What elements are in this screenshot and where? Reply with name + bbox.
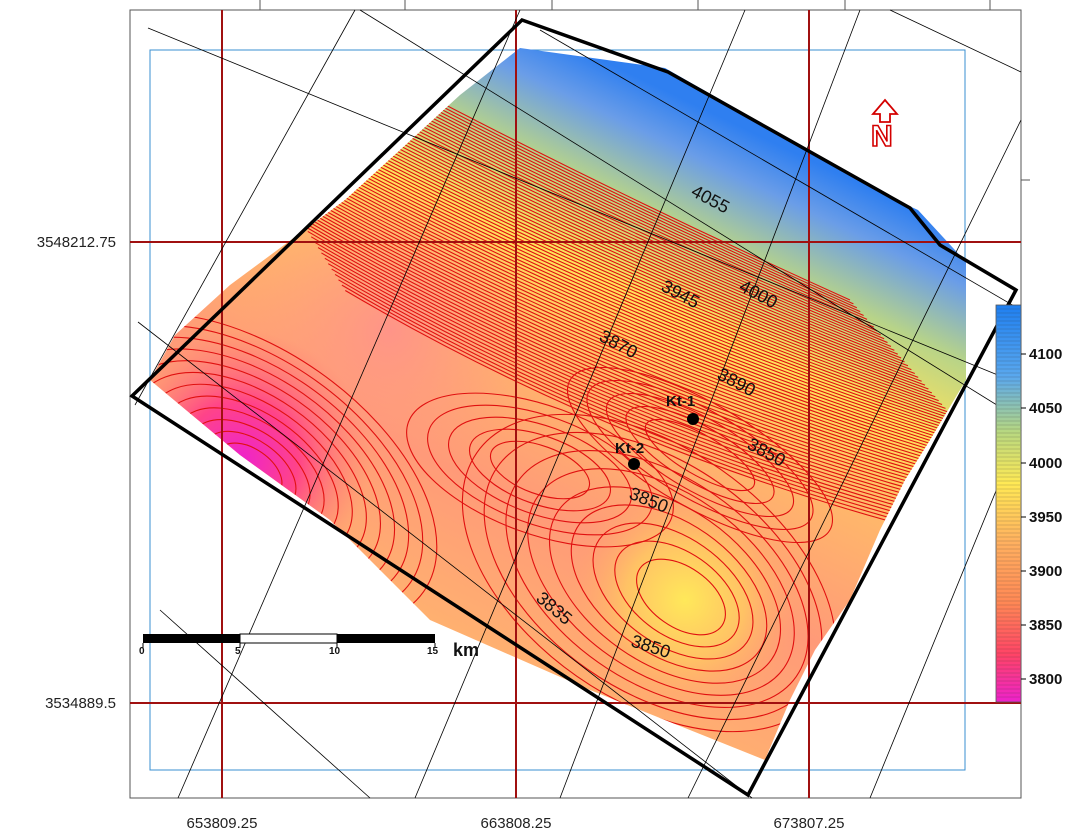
contour-line [259,155,966,471]
contour-line [592,522,754,660]
seismic-lines [134,9,1022,799]
contour-line [150,48,864,316]
contour-line [280,188,966,495]
contour-line [276,182,966,491]
contour-line [150,48,858,309]
legend-tick: 3900 [1029,563,1062,580]
contour-line [605,392,795,518]
well-kt1[interactable]: Kt-1 [666,393,699,425]
contour-line [447,416,633,524]
contour-line [150,48,885,340]
contour-line [150,48,892,347]
well-kt2[interactable]: Kt-2 [615,440,644,470]
x-tick-label: 673807.25 [774,815,845,832]
legend-tick: 4050 [1029,400,1062,417]
y-axis-labels: 3548212.75 3534889.5 [37,234,116,712]
x-axis-labels: 653809.25 663808.25 673807.25 [187,815,845,832]
frame-ticks [259,0,1030,181]
contour-line [527,468,795,696]
contour-line [406,392,674,548]
contour-line [150,48,871,324]
scale-unit: km [453,640,479,660]
scale-tick: 15 [427,646,439,657]
y-tick-label: 3534889.5 [45,695,116,712]
scale-tick: 10 [329,646,341,657]
well-label: Kt-1 [666,393,695,410]
legend-colorbar [995,304,1022,703]
contour-line [150,48,861,313]
contour-line [269,171,966,483]
legend-tick: 3850 [1029,617,1062,634]
contour-line [154,48,895,351]
contour-line [150,48,851,301]
field-boundary [129,17,1019,798]
north-arrow-icon: N [870,98,899,154]
contour-line [150,48,878,332]
contour-line [644,418,756,492]
well-marker [687,413,699,425]
contour-line [273,177,966,487]
contour-line [256,150,966,467]
contour-line [427,404,653,536]
contour-line [566,366,834,544]
legend-tick: 4000 [1029,455,1062,472]
contour-line [586,379,814,531]
contour-line [614,540,740,648]
color-legend: 4100 4050 4000 3950 3900 3850 3800 [995,304,1062,703]
contour-line [489,440,591,500]
survey-rectangle [149,49,966,771]
contour-line [548,486,782,684]
scale-tick: 0 [139,646,145,657]
north-letter: N [871,120,893,153]
legend-tick: 4100 [1029,346,1062,363]
contour-line [150,48,881,336]
well-label: Kt-2 [615,440,644,457]
legend-tick: 3800 [1029,671,1062,688]
contour-line [150,48,854,305]
contour-line [263,161,966,475]
contour-line [505,450,809,708]
contour-line [252,145,966,464]
contour-line [345,290,966,568]
contour-line [636,558,726,636]
contour-line [570,504,768,672]
coordinate-grid [130,10,1021,798]
x-tick-label: 663808.25 [481,815,552,832]
legend-tick: 3950 [1029,509,1062,526]
contour-line [266,166,966,479]
x-tick-label: 653809.25 [187,815,258,832]
contour-line [468,428,612,512]
well-marker [628,458,640,470]
contour-field [150,48,966,760]
contour-line [150,48,888,344]
contour-line [150,48,868,320]
y-tick-label: 3548212.75 [37,234,116,251]
scale-bar: 0 5 10 15 km [139,633,479,660]
contour-line [283,193,966,498]
scale-tick: 5 [235,646,241,657]
contour-line [625,405,775,505]
